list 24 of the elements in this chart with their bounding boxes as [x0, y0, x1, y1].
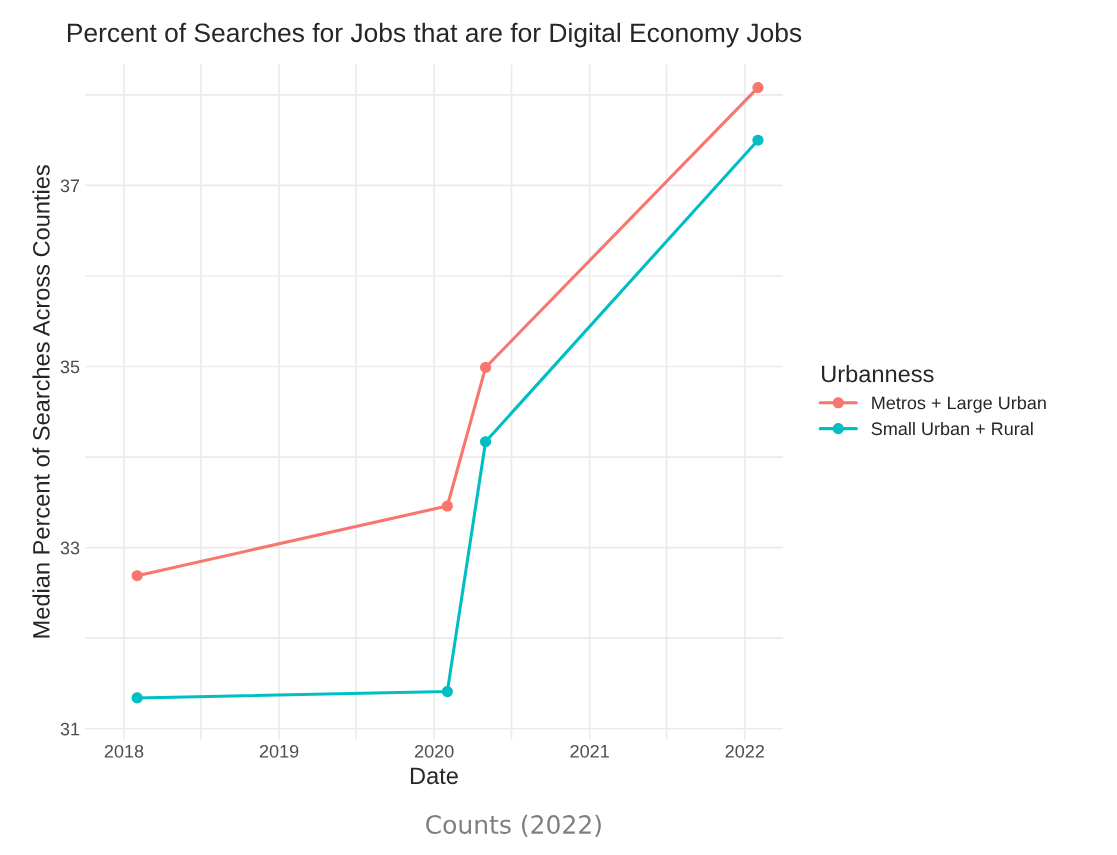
point	[131, 692, 143, 704]
text: Counts (2022)	[426, 814, 601, 837]
x-tick-label: 2021	[570, 744, 609, 758]
y-tick-label: 35	[60, 360, 80, 374]
x-tick-label: 2020	[414, 744, 454, 758]
y-axis-title: Median Percent of Searches Across Counties	[32, 165, 50, 638]
chart-title: Percent of Searches for Jobs that are for Digital Economy Jobs	[67, 22, 802, 48]
x-axis-title: Date	[410, 767, 458, 785]
point	[480, 436, 492, 448]
point	[752, 134, 764, 146]
legend-label: Small Urban + Rural	[871, 421, 1033, 436]
point	[480, 361, 492, 373]
y-tick-label: 31	[60, 722, 80, 736]
point	[441, 500, 453, 512]
point	[752, 82, 764, 94]
legend-label: Metros + Large Urban	[872, 396, 1046, 413]
legend-title: Urbanness	[822, 364, 934, 383]
x-tick-label: 2019	[259, 744, 299, 758]
y-tick-label: 37	[60, 179, 80, 193]
x-tick-label: 2018	[104, 744, 144, 758]
y-tick-label: 33	[60, 541, 80, 555]
x-tick-label: 2022	[725, 744, 764, 758]
point	[441, 686, 453, 698]
point	[131, 570, 143, 582]
